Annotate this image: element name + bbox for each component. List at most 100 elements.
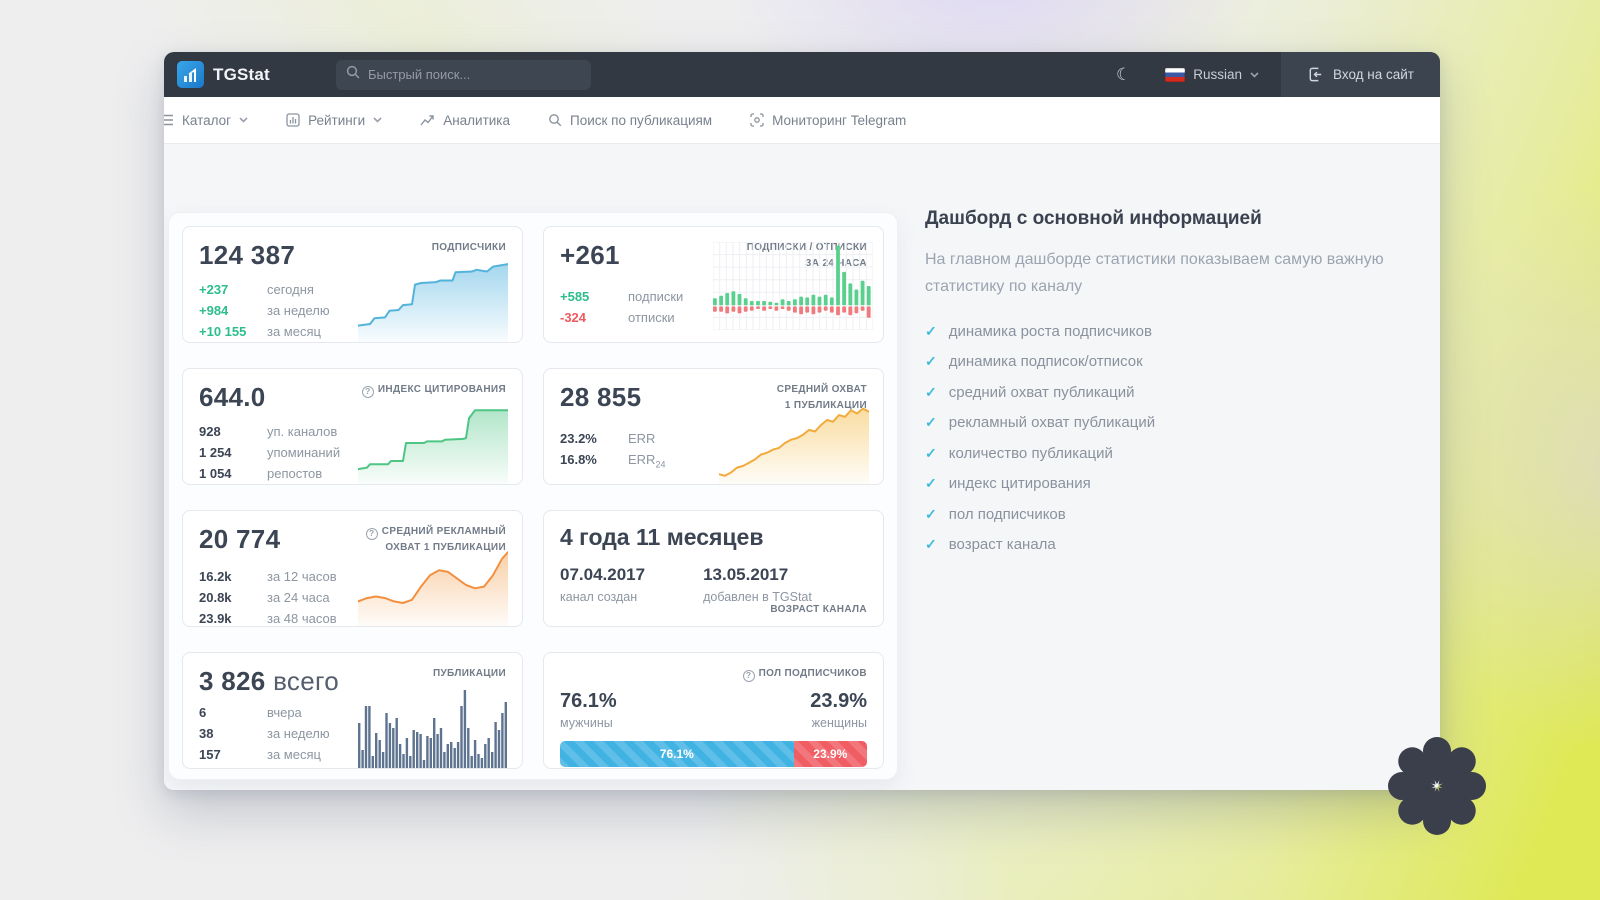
citation-value: 644.0 — [199, 382, 266, 412]
brand[interactable]: TGStat — [164, 61, 284, 88]
card-label: ? ИНДЕКС ЦИТИРОВАНИЯ — [361, 382, 506, 398]
created-label: канал создан — [560, 590, 638, 604]
subscribers-sparkline — [357, 260, 509, 342]
check-icon: ✓ — [925, 353, 937, 370]
card-label: СРЕДНИЙ ОХВАТ 1 ПУБЛИКАЦИИ — [776, 384, 867, 411]
login-button[interactable]: Вход на сайт — [1281, 52, 1440, 97]
card-subscribers: 124 387 ПОДПИСЧИКИ +237 сегодня +984 за не… — [182, 226, 523, 343]
card-label: ? СРЕДНИЙ РЕКЛАМНЫЙ ОХВАТ 1 ПУБЛИКАЦИИ — [365, 524, 506, 555]
stat-row: 16.8% ERR24 — [560, 452, 666, 470]
check-icon: ✓ — [925, 475, 937, 492]
analytics-icon — [420, 115, 434, 126]
stat-row: 38 за неделю — [199, 726, 330, 741]
nav-item-catalog[interactable]: Каталог — [164, 113, 248, 128]
male-bar-segment: 76.1% — [560, 741, 794, 767]
check-icon: ✓ — [925, 414, 937, 431]
catalog-icon — [164, 114, 173, 126]
stat-row: +585 подписки — [560, 289, 684, 304]
quick-search — [335, 59, 591, 90]
created-date: 07.04.2017 — [560, 565, 646, 584]
ad-reach-value: 20 774 — [199, 524, 281, 554]
login-label: Вход на сайт — [1333, 67, 1414, 82]
check-icon: ✓ — [925, 383, 937, 400]
nav-label: Поиск по публикациям — [570, 112, 713, 128]
search-icon — [346, 65, 360, 84]
stat-row: 157 за месяц — [199, 747, 321, 762]
subscribers-value: 124 387 — [199, 240, 296, 270]
stat-row: 16.2k за 12 часов — [199, 569, 337, 584]
card-subs-unsubs: +261 ПОДПИСКИ / ОТПИСКИ ЗА 24 ЧАСА +585 по… — [543, 226, 884, 343]
card-label: ? ПОЛ ПОДПИСЧИКОВ — [742, 666, 867, 682]
dark-mode-icon[interactable]: ☾ — [1115, 64, 1132, 84]
features-list: ✓ динамика роста подписчиков ✓ динамика по… — [925, 323, 1430, 554]
stat-row: 1 054 репостов — [199, 466, 323, 481]
feature-item: ✓ динамика роста подписчиков — [925, 322, 1152, 340]
tgstat-logo-icon — [177, 61, 204, 88]
language-label: Russian — [1193, 67, 1242, 82]
page-subtitle: На главном дашборде статистики показывае… — [925, 251, 1384, 295]
chevron-down-icon — [239, 117, 248, 123]
channel-age-value: 4 года 11 месяцев — [560, 524, 764, 550]
card-label: ПОДПИСЧИКИ — [431, 242, 506, 253]
card-channel-age: 4 года 11 месяцев 07.04.2017 канал созда… — [543, 510, 884, 627]
russian-flag-icon — [1165, 67, 1186, 82]
stat-row: 928 уп. каналов — [199, 424, 338, 439]
question-icon[interactable]: ? — [361, 385, 374, 398]
stat-row: 6 вчера — [199, 705, 302, 720]
feature-item: ✓ индекс цитирования — [925, 475, 1091, 493]
male-value: 76.1% — [560, 690, 617, 712]
header-right: ☾ Russian Вход на сайт — [1096, 52, 1440, 97]
card-gender: ? ПОЛ ПОДПИСЧИКОВ 76.1% мужчины 23.9% жен… — [543, 652, 884, 769]
avg-reach-sparkline — [718, 402, 870, 484]
card-publications: 3 826 всего ПУБЛИКАЦИИ 6 вчера 38 за недел… — [182, 652, 523, 769]
card-avg-reach: 28 855 СРЕДНИЙ ОХВАТ 1 ПУБЛИКАЦИИ 23.2% ER… — [543, 368, 884, 485]
stat-row: +237 сегодня — [199, 282, 314, 297]
dashboard-description: Дашборд с основной информацией На главно… — [925, 208, 1430, 567]
main-nav: Каталог Рейтинги Аналитика Поиск по публ… — [164, 97, 1440, 144]
top-header: TGStat ☾ Russian Вход на сайт — [164, 52, 1440, 97]
feature-item: ✓ рекламный охват публикаций — [925, 414, 1156, 432]
flower-decoration — [1388, 737, 1486, 835]
feature-item: ✓ возраст канала — [925, 536, 1056, 554]
nav-item-ratings[interactable]: Рейтинги — [286, 113, 382, 128]
stat-row: 23.9k за 48 часов — [199, 611, 337, 626]
monitoring-icon — [750, 113, 764, 127]
stat-row: +984 за неделю — [199, 303, 330, 318]
check-icon: ✓ — [925, 505, 937, 522]
page-title: Дашборд с основной информацией — [925, 208, 1262, 229]
subs-unsubs-barchart — [712, 241, 874, 331]
check-icon: ✓ — [925, 536, 937, 553]
female-stat: 23.9% женщины — [810, 690, 867, 730]
added-label: добавлен в TGStat — [703, 590, 812, 604]
search-icon — [549, 114, 562, 127]
language-selector[interactable]: Russian — [1151, 67, 1281, 82]
site-window: TGStat ☾ Russian Вход на сайт Каталог — [164, 52, 1440, 790]
brand-name: TGStat — [213, 64, 270, 84]
stat-row: 20.8k за 24 часа — [199, 590, 330, 605]
stat-row: 23.2% ERR — [560, 431, 656, 446]
subs-unsubs-value: +261 — [560, 240, 620, 270]
nav-item-monitoring[interactable]: Мониторинг Telegram — [750, 113, 906, 128]
added-col: 13.05.2017 добавлен в TGStat — [703, 565, 812, 604]
gender-ratio-bar: 76.1% 23.9% — [560, 741, 867, 767]
ad-reach-sparkline — [357, 544, 509, 626]
check-icon: ✓ — [925, 444, 937, 461]
male-stat: 76.1% мужчины — [560, 690, 617, 730]
created-col: 07.04.2017 канал создан — [560, 565, 645, 604]
feature-item: ✓ количество публикаций — [925, 444, 1113, 462]
stat-row: +10 155 за месяц — [199, 324, 321, 339]
nav-item-analytics[interactable]: Аналитика — [420, 113, 510, 128]
nav-item-publication-search[interactable]: Поиск по публикациям — [548, 113, 712, 128]
question-icon[interactable]: ? — [742, 669, 755, 682]
publications-barchart — [358, 668, 508, 768]
feature-item: ✓ средний охват публикаций — [925, 383, 1135, 401]
added-date: 13.05.2017 — [703, 565, 789, 584]
male-label: мужчины — [560, 716, 613, 730]
nav-label: Рейтинги — [308, 112, 366, 128]
card-label: ВОЗРАСТ КАНАЛА — [770, 604, 867, 615]
feature-item: ✓ пол подписчиков — [925, 505, 1066, 523]
chevron-down-icon — [373, 117, 382, 123]
search-input[interactable] — [367, 67, 581, 82]
question-icon[interactable]: ? — [365, 527, 378, 540]
nav-label: Мониторинг Telegram — [772, 112, 907, 128]
